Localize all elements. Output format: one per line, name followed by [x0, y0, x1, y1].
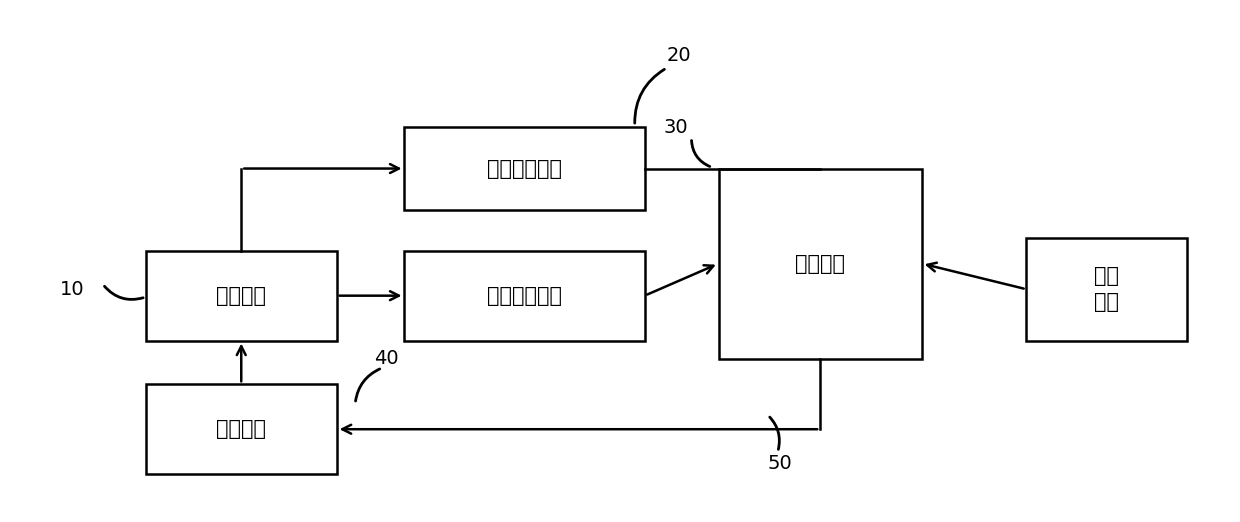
FancyArrowPatch shape	[770, 417, 780, 449]
Text: 电压检测单元: 电压检测单元	[487, 286, 562, 306]
Bar	[404, 251, 645, 341]
Text: 温度检测单元: 温度检测单元	[487, 159, 562, 179]
Text: 30: 30	[663, 118, 688, 137]
Text: 20: 20	[667, 46, 692, 65]
Text: 10: 10	[60, 280, 84, 299]
Text: 控制单元: 控制单元	[795, 254, 846, 274]
FancyArrowPatch shape	[635, 69, 665, 123]
Text: 40: 40	[373, 349, 398, 368]
FancyArrowPatch shape	[104, 286, 143, 300]
Text: 电池单元: 电池单元	[216, 286, 267, 306]
Bar	[146, 251, 337, 341]
Bar	[1027, 238, 1187, 341]
Text: 50: 50	[768, 454, 792, 473]
Bar	[404, 127, 645, 210]
Text: 加热单元: 加热单元	[216, 419, 267, 439]
FancyArrowPatch shape	[692, 140, 709, 167]
Bar	[146, 384, 337, 474]
Bar	[718, 169, 921, 359]
FancyArrowPatch shape	[356, 369, 379, 401]
Text: 唤醒
信号: 唤醒 信号	[1094, 266, 1118, 313]
